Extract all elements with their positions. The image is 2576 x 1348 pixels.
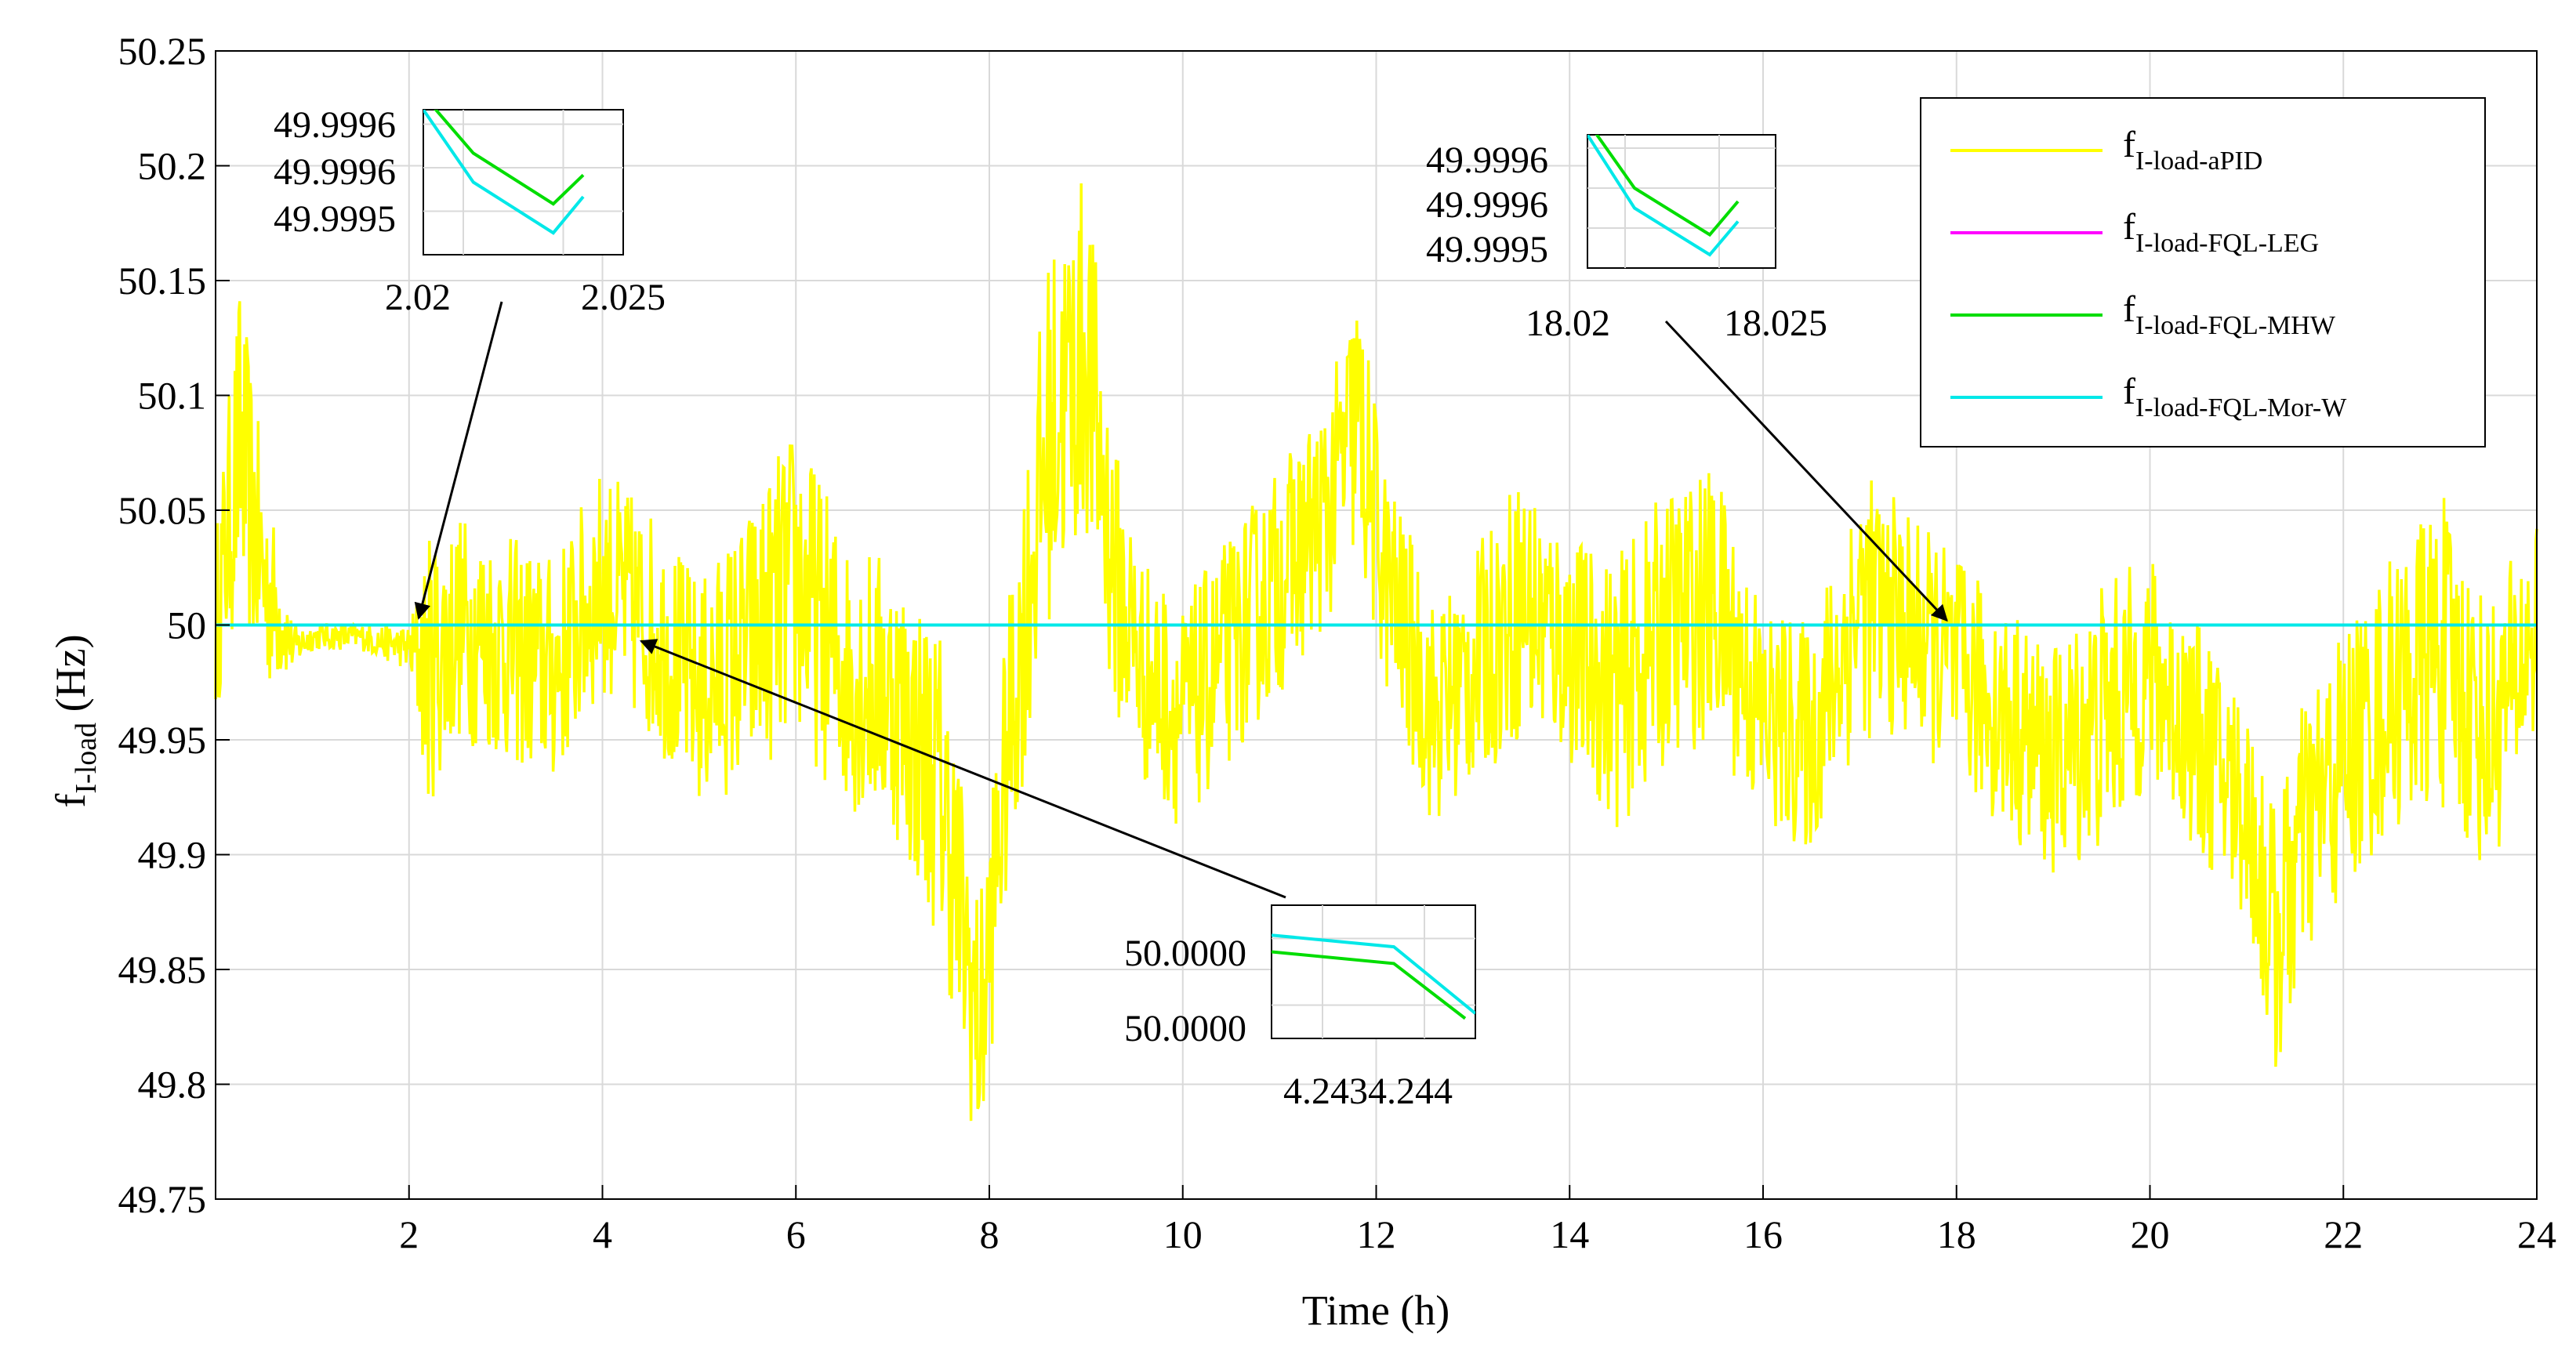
y-tick-label-49.85: 49.85 — [118, 948, 207, 991]
x-axis-title: Time (h) — [1302, 1287, 1450, 1334]
y-tick-label-50.1: 50.1 — [138, 374, 207, 418]
y-tick-label-50.05: 50.05 — [118, 488, 207, 532]
x-tick-label-10: 10 — [1163, 1212, 1203, 1256]
y-tick-label-49.75: 49.75 — [118, 1177, 207, 1221]
inset-4h-xticks: 4.2434.244 — [1283, 1071, 1453, 1112]
x-tick-label-6: 6 — [786, 1212, 806, 1256]
inset-18h-xtick-2: 18.025 — [1724, 303, 1827, 344]
x-tick-label-14: 14 — [1550, 1212, 1589, 1256]
inset-2h-ytick-3: 49.9995 — [274, 198, 396, 240]
svg-text:fI-load-aPID: fI-load-aPID — [2123, 124, 2262, 176]
svg-text:fI-load-FQL-MHW: fI-load-FQL-MHW — [2123, 288, 2336, 340]
inset-18h: 49.9996 49.9996 49.9995 18.02 18.025 — [1426, 134, 1827, 344]
legend-entry-FQL-MHW: fI-load-FQL-MHW — [1950, 288, 2336, 340]
legend-entry-FQL-Mor-W: fI-load-FQL-Mor-W — [1950, 371, 2347, 422]
inset-18h-arrow — [1664, 320, 1948, 622]
legend-entry-FQL-LEG: fI-load-FQL-LEG — [1950, 206, 2319, 258]
series-aPID-line — [214, 183, 2538, 1122]
inset-2h-xtick-1: 2.02 — [385, 277, 451, 318]
inset-4h-line-0 — [1272, 933, 1475, 1015]
inset-18h-ytick-1: 49.9996 — [1426, 140, 1548, 181]
y-tick-label-50: 50 — [167, 603, 206, 647]
axis-ticks: 2 4 6 8 10 12 14 16 18 20 22 2449.7549.849.8549.949… — [118, 29, 2557, 1256]
inset-2h: 49.9996 49.9996 49.9995 2.02 2.025 — [274, 104, 666, 318]
inset-18h-ytick-3: 49.9995 — [1426, 229, 1548, 270]
y-tick-label-50.15: 50.15 — [118, 259, 207, 303]
svg-text:fI-load-FQL-Mor-W: fI-load-FQL-Mor-W — [2123, 371, 2347, 422]
x-tick-label-4: 4 — [593, 1212, 612, 1256]
y-tick-label-49.8: 49.8 — [138, 1063, 207, 1107]
svg-text:fI-load-FQL-LEG: fI-load-FQL-LEG — [2123, 206, 2319, 258]
x-tick-label-24: 24 — [2517, 1212, 2556, 1256]
inset-2h-line-0 — [434, 110, 585, 206]
y-tick-label-50.2: 50.2 — [138, 144, 207, 188]
inset-4h: 50.0000 50.0000 4.2434.244 — [1124, 904, 1476, 1112]
inset-4h-ytick-1: 50.0000 — [1124, 933, 1246, 974]
inset-4h-arrow — [639, 639, 1286, 899]
inset-4h-line-1 — [1272, 950, 1467, 1020]
inset-2h-ytick-1: 49.9996 — [274, 104, 396, 146]
legend-entry-aPID: fI-load-aPID — [1950, 124, 2262, 176]
x-tick-label-8: 8 — [980, 1212, 1000, 1256]
x-tick-label-20: 20 — [2131, 1212, 2170, 1256]
inset-2h-arrow — [414, 301, 503, 620]
x-tick-label-2: 2 — [399, 1212, 419, 1256]
inset-18h-xtick-1: 18.02 — [1526, 303, 1610, 344]
x-tick-label-22: 22 — [2324, 1212, 2363, 1256]
x-tick-label-16: 16 — [1743, 1212, 1783, 1256]
inset-18h-line-1 — [1587, 135, 1740, 257]
inset-2h-line-1 — [423, 110, 585, 235]
annotation-arrows — [414, 301, 1948, 899]
x-tick-label-12: 12 — [1357, 1212, 1396, 1256]
y-tick-label-49.9: 49.9 — [138, 833, 207, 877]
series-layer — [214, 183, 2538, 1122]
legend: fI-load-aPID fI-load-FQL-LEG fI-load-FQL… — [1920, 97, 2486, 448]
legend-box — [1920, 97, 2486, 448]
y-tick-label-49.95: 49.95 — [118, 718, 207, 762]
y-axis-title: fI-load (Hz) — [47, 634, 103, 807]
inset-18h-line-0 — [1595, 135, 1740, 237]
inset-2h-xtick-2: 2.025 — [581, 277, 666, 318]
inset-2h-ytick-2: 49.9996 — [274, 151, 396, 193]
inset-18h-ytick-2: 49.9996 — [1426, 184, 1548, 226]
x-tick-label-18: 18 — [1937, 1212, 1976, 1256]
y-tick-label-50.25: 50.25 — [118, 29, 207, 73]
inset-4h-ytick-2: 50.0000 — [1124, 1008, 1246, 1049]
